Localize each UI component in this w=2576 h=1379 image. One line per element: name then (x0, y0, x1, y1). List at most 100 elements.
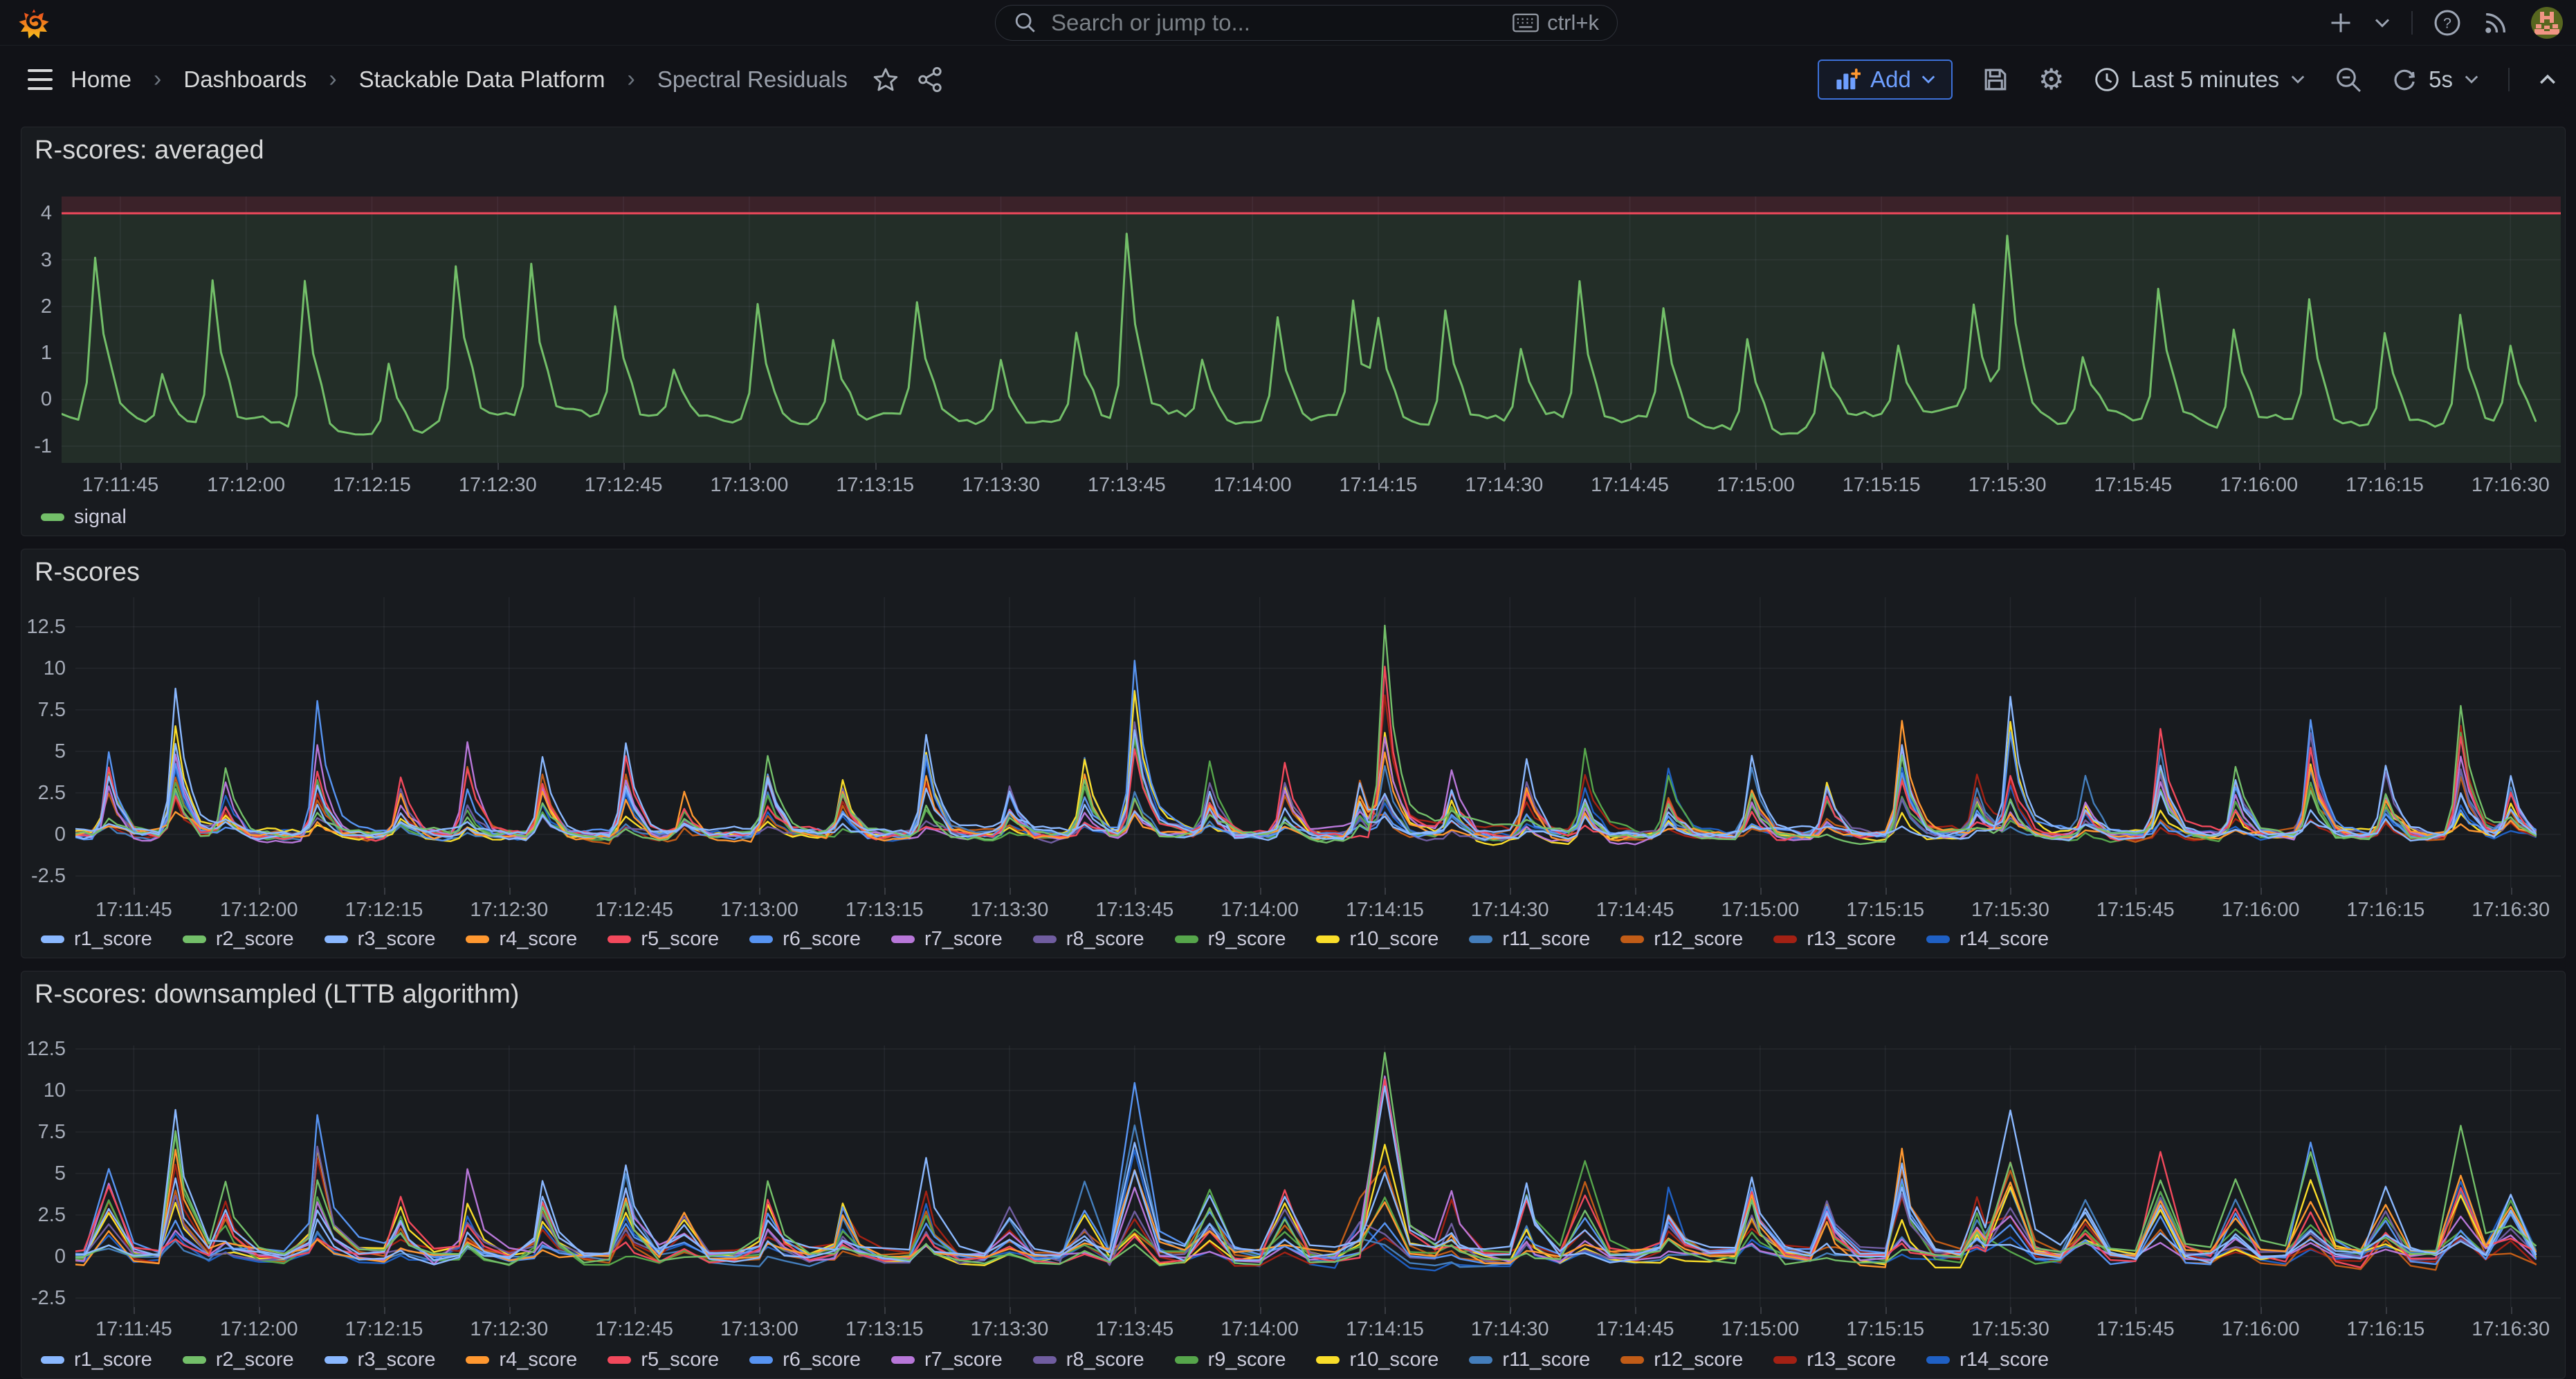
x-axis-label: 17:16:30 (2452, 1318, 2570, 1341)
x-axis-label: 17:15:45 (2074, 474, 2192, 497)
add-button-label: Add (1870, 66, 1911, 93)
panel-title[interactable]: R-scores (35, 558, 140, 587)
x-axis-label: 17:15:00 (1697, 474, 1814, 497)
legend-item-r10_score[interactable]: r10_score (1316, 928, 1438, 951)
time-series-plot[interactable] (75, 1045, 2561, 1307)
clock-icon (2094, 66, 2120, 93)
legend-item-r3_score[interactable]: r3_score (325, 1349, 436, 1371)
x-axis-label: 17:11:45 (75, 899, 192, 922)
legend-item-r9_score[interactable]: r9_score (1175, 928, 1286, 951)
breadcrumb-dashboards[interactable]: Dashboards (183, 66, 307, 93)
time-series-plot[interactable] (62, 197, 2561, 463)
x-axis-tick (134, 1307, 135, 1314)
x-axis-tick (1001, 463, 1003, 470)
legend-item-r10_score[interactable]: r10_score (1316, 1349, 1438, 1371)
search-input[interactable] (1050, 9, 1513, 37)
legend-item-r13_score[interactable]: r13_score (1773, 1349, 1896, 1371)
legend-item-r6_score[interactable]: r6_score (749, 1349, 861, 1371)
legend-swatch (1926, 1356, 1950, 1364)
x-axis-tick (1252, 463, 1254, 470)
y-axis-label: 0 (8, 388, 52, 411)
legend-item-r4_score[interactable]: r4_score (466, 928, 577, 951)
legend-swatch (1926, 935, 1950, 943)
chart-canvas[interactable] (62, 197, 2561, 463)
x-axis-label: 17:15:45 (2076, 899, 2194, 922)
legend-item-r9_score[interactable]: r9_score (1175, 1349, 1286, 1371)
legend-item-signal[interactable]: signal (41, 506, 127, 529)
add-panel-button[interactable]: Add (1818, 60, 1953, 100)
legend-item-r8_score[interactable]: r8_score (1033, 928, 1144, 951)
legend-item-r5_score[interactable]: r5_score (608, 928, 719, 951)
legend-label: r3_score (358, 1349, 436, 1371)
user-avatar[interactable] (2530, 6, 2564, 39)
legend-item-r8_score[interactable]: r8_score (1033, 1349, 1144, 1371)
chart-canvas[interactable] (75, 1045, 2561, 1307)
news-rss-icon[interactable] (2482, 9, 2510, 37)
legend-item-r14_score[interactable]: r14_score (1926, 928, 2049, 951)
share-icon[interactable] (917, 66, 943, 93)
breadcrumb-home[interactable]: Home (71, 66, 131, 93)
refresh-interval-label: 5s (2429, 66, 2453, 93)
legend-swatch (1620, 1356, 1644, 1364)
legend-swatch (1620, 935, 1644, 943)
x-axis-tick (372, 463, 373, 470)
legend-item-r11_score[interactable]: r11_score (1469, 928, 1590, 951)
legend-item-r13_score[interactable]: r13_score (1773, 928, 1896, 951)
legend-item-r7_score[interactable]: r7_score (891, 1349, 1003, 1371)
x-axis-tick (2007, 463, 2009, 470)
time-range-picker[interactable]: Last 5 minutes (2094, 66, 2306, 93)
x-axis-label: 17:15:00 (1701, 899, 1819, 922)
dashboard-settings-gear-icon[interactable]: ⚙ (2038, 65, 2065, 94)
x-axis-label: 17:12:45 (576, 899, 693, 922)
new-item-chevron-down-icon[interactable] (2374, 17, 2391, 28)
breadcrumb-folder[interactable]: Stackable Data Platform (359, 66, 605, 93)
help-icon[interactable]: ? (2433, 9, 2461, 37)
time-series-plot[interactable] (75, 597, 2561, 888)
favorite-star-icon[interactable] (873, 66, 899, 93)
legend-item-r12_score[interactable]: r12_score (1620, 1349, 1743, 1371)
legend-label: r9_score (1208, 1349, 1286, 1371)
legend-item-r11_score[interactable]: r11_score (1469, 1349, 1590, 1371)
legend-swatch (1033, 935, 1057, 943)
new-item-plus-button[interactable] (2328, 10, 2353, 35)
legend-label: r4_score (499, 928, 577, 951)
y-axis-label: -2.5 (21, 1287, 66, 1310)
x-axis-label: 17:11:45 (62, 474, 179, 497)
legend-item-r1_score[interactable]: r1_score (41, 1349, 152, 1371)
legend-item-r1_score[interactable]: r1_score (41, 928, 152, 951)
menu-hamburger-icon[interactable] (28, 69, 53, 90)
legend-label: r7_score (924, 1349, 1003, 1371)
series-line-r2_score (75, 1052, 2536, 1266)
legend-item-r7_score[interactable]: r7_score (891, 928, 1003, 951)
legend-item-r6_score[interactable]: r6_score (749, 928, 861, 951)
legend-swatch (749, 1356, 773, 1364)
legend-item-r2_score[interactable]: r2_score (183, 928, 294, 951)
legend-label: r12_score (1654, 928, 1743, 951)
x-axis-label: 17:12:15 (325, 1318, 443, 1341)
chart-canvas[interactable] (75, 597, 2561, 888)
panel-title[interactable]: R-scores: averaged (35, 136, 264, 165)
legend-item-r5_score[interactable]: r5_score (608, 1349, 719, 1371)
legend-label: r14_score (1960, 1349, 2049, 1371)
panel-title[interactable]: R-scores: downsampled (LTTB algorithm) (35, 980, 519, 1010)
legend-item-r2_score[interactable]: r2_score (183, 1349, 294, 1371)
legend-swatch (608, 935, 631, 943)
legend-item-r12_score[interactable]: r12_score (1620, 928, 1743, 951)
x-axis-label: 17:16:00 (2202, 1318, 2319, 1341)
x-axis-tick (497, 463, 499, 470)
grafana-logo-icon[interactable] (18, 6, 50, 40)
legend-item-r3_score[interactable]: r3_score (325, 928, 436, 951)
x-axis-tick (1385, 888, 1386, 895)
legend-item-r4_score[interactable]: r4_score (466, 1349, 577, 1371)
legend-label: r5_score (641, 1349, 719, 1371)
y-axis-label: 0 (21, 1245, 66, 1268)
global-search-box[interactable]: ctrl+k (995, 5, 1618, 41)
collapse-topbar-chevron-up-icon[interactable] (2539, 73, 2557, 86)
save-dashboard-icon[interactable] (1982, 66, 2009, 93)
y-axis-label: 5 (21, 740, 66, 763)
legend-label: r9_score (1208, 928, 1286, 951)
refresh-picker[interactable]: 5s (2391, 66, 2479, 93)
zoom-out-icon[interactable] (2335, 66, 2362, 93)
legend-item-r14_score[interactable]: r14_score (1926, 1349, 2049, 1371)
keyboard-icon (1513, 13, 1539, 33)
